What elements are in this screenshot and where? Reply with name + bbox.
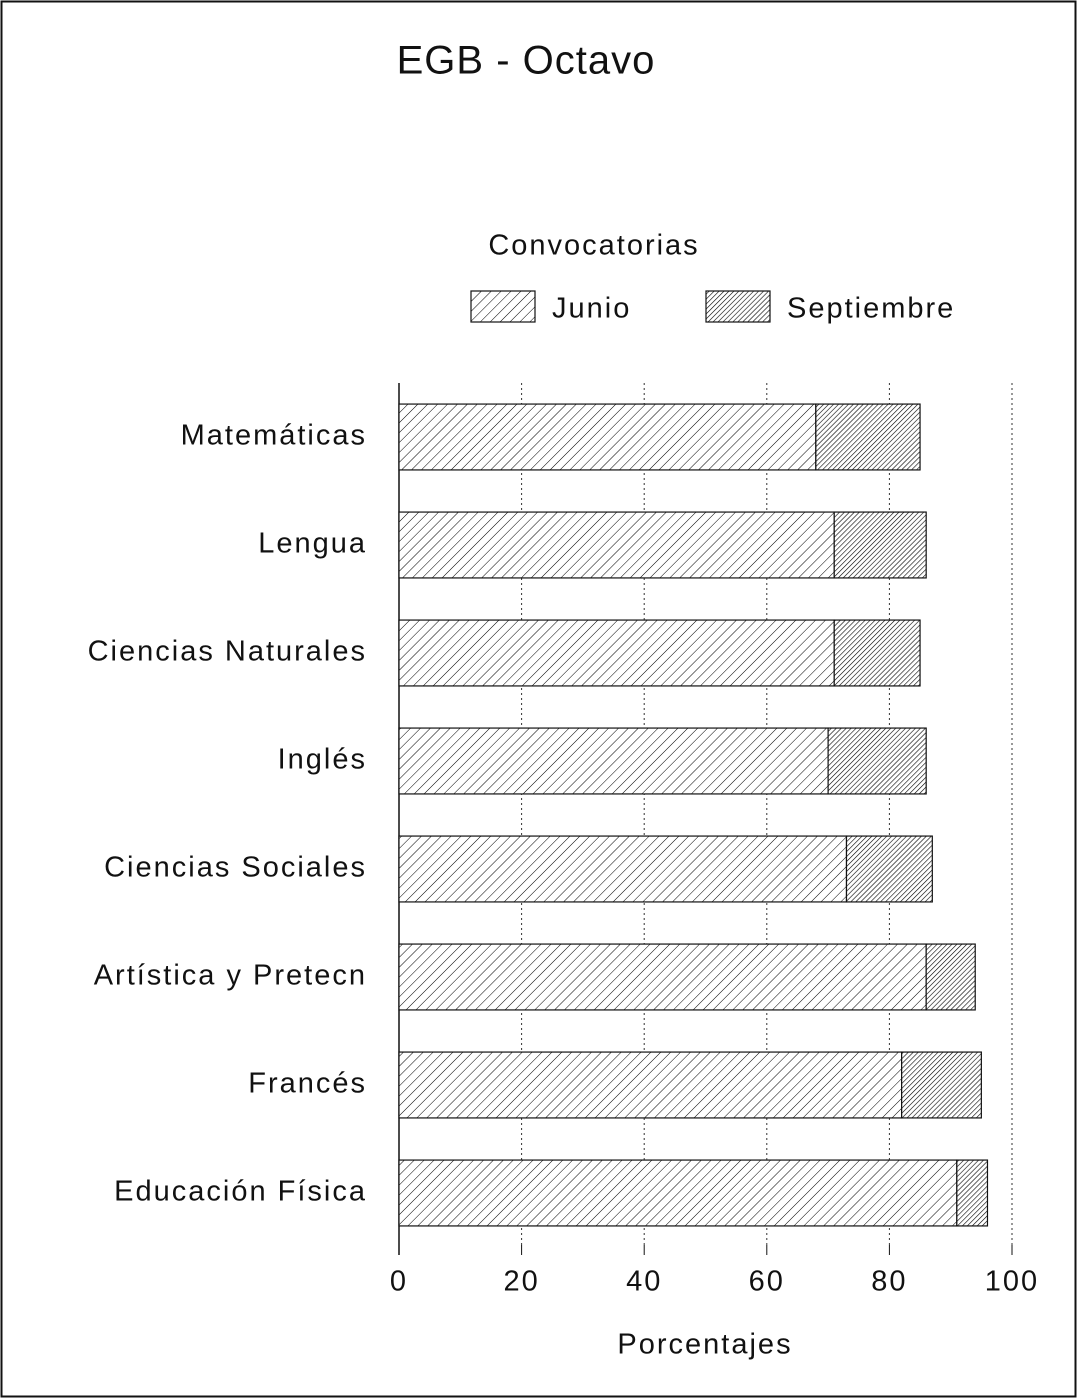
bar: [815, 403, 921, 471]
legend-label: Septiembre: [787, 293, 955, 325]
bar: [398, 1159, 958, 1227]
bar: [833, 511, 927, 579]
legend-title: Convocatorias: [488, 230, 699, 262]
y-tick-label: Artística y Pretecn: [94, 960, 367, 992]
bar: [901, 1051, 982, 1119]
bar: [833, 619, 921, 687]
legend-swatch: [705, 290, 771, 323]
bar: [925, 943, 976, 1011]
y-tick-label: Francés: [248, 1068, 367, 1100]
x-tick-label: 40: [626, 1266, 662, 1298]
y-tick-label: Lengua: [258, 528, 367, 560]
bar: [398, 943, 927, 1011]
chart-title: EGB - Octavo: [397, 39, 656, 83]
x-tick-label: 20: [503, 1266, 539, 1298]
x-tick-label: 80: [871, 1266, 907, 1298]
x-tick-label: 0: [390, 1266, 408, 1298]
legend-label: Junio: [552, 293, 631, 325]
x-tick-label: 100: [985, 1266, 1039, 1298]
y-tick-label: Educación Física: [114, 1176, 367, 1208]
bar: [398, 1051, 903, 1119]
legend-swatch: [470, 290, 536, 323]
x-tick-label: 60: [749, 1266, 785, 1298]
x-axis-label: Porcentajes: [617, 1329, 792, 1361]
bar: [398, 835, 848, 903]
bar: [956, 1159, 989, 1227]
bar: [398, 727, 829, 795]
y-tick-label: Ciencias Naturales: [88, 636, 367, 668]
bar: [827, 727, 927, 795]
bar: [398, 511, 835, 579]
bar: [398, 403, 817, 471]
bar: [398, 619, 835, 687]
y-tick-label: Matemáticas: [181, 420, 367, 452]
y-tick-label: Inglés: [278, 744, 367, 776]
bar: [845, 835, 933, 903]
y-tick-label: Ciencias Sociales: [104, 852, 367, 884]
